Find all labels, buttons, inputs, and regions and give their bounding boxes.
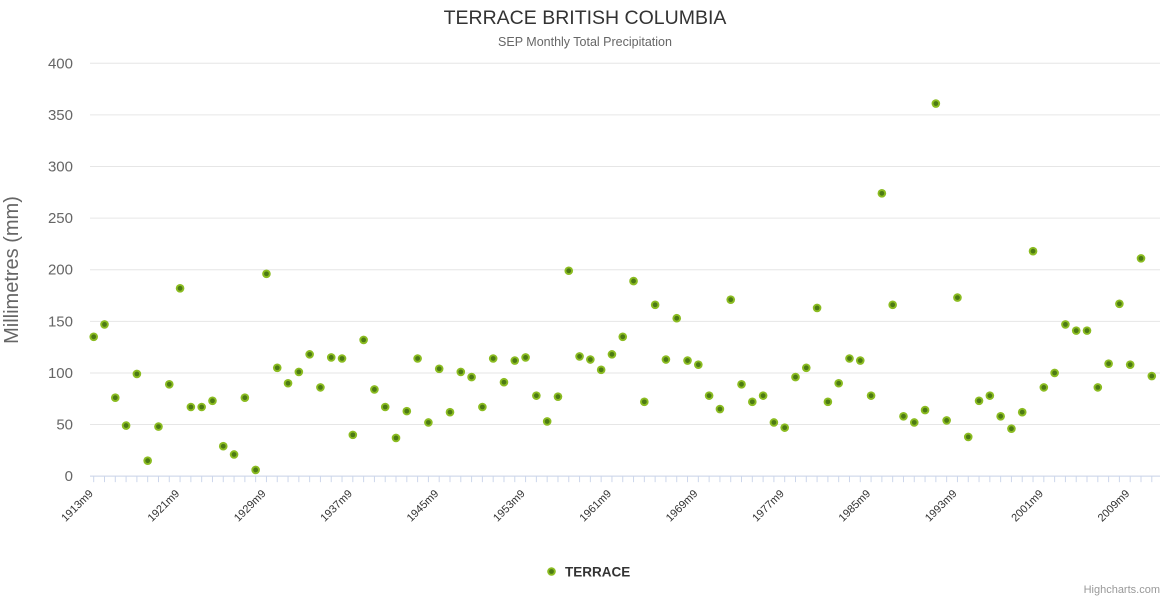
svg-text:200: 200	[48, 262, 73, 279]
svg-text:100: 100	[48, 365, 73, 382]
svg-text:50: 50	[56, 417, 73, 434]
svg-text:0: 0	[65, 468, 73, 485]
svg-text:Highcharts.com: Highcharts.com	[1084, 584, 1160, 596]
svg-text:350: 350	[48, 107, 73, 124]
svg-text:SEP Monthly Total Precipitatio: SEP Monthly Total Precipitation	[498, 35, 672, 49]
svg-text:400: 400	[48, 55, 73, 72]
svg-text:Millimetres (mm): Millimetres (mm)	[1, 196, 23, 344]
svg-text:TERRACE: TERRACE	[565, 565, 630, 580]
svg-text:300: 300	[48, 159, 73, 176]
svg-text:150: 150	[48, 313, 73, 330]
svg-text:TERRACE BRITISH COLUMBIA: TERRACE BRITISH COLUMBIA	[444, 7, 727, 29]
svg-text:250: 250	[48, 210, 73, 227]
